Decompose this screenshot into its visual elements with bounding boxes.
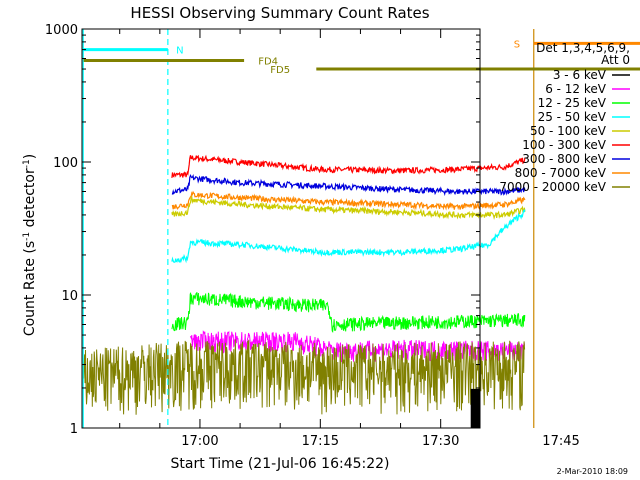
series-3-a xyxy=(171,195,526,220)
flag-label-0: N xyxy=(176,46,183,57)
flag-label-4: FD5 xyxy=(270,65,290,76)
legend-label-5: 100 - 300 keV xyxy=(522,138,606,152)
x-tick-label-1: 17:15 xyxy=(302,434,339,449)
x-axis-label: Start Time (21-Jul-06 16:45:22) xyxy=(170,456,389,472)
axes-frame xyxy=(81,28,481,429)
legend-title-line-2: Att 0 xyxy=(601,53,630,67)
y-tick-label-3: 1000 xyxy=(45,23,78,38)
y-tick-label-2: 100 xyxy=(53,156,78,171)
y-tick-label-0: 1 xyxy=(70,422,78,437)
series-4-a xyxy=(171,209,526,264)
y-axis-label-sup1: -1 xyxy=(22,232,32,241)
series-1-a xyxy=(171,173,526,197)
series-0-a xyxy=(171,154,526,178)
series-7-a xyxy=(83,339,526,415)
legend-label-1: 6 - 12 keV xyxy=(545,82,607,96)
series-5-a xyxy=(171,292,526,333)
x-tick-label-0: 17:00 xyxy=(181,434,218,449)
footer-timestamp: 2-Mar-2010 18:09 xyxy=(557,467,628,476)
series-2-a xyxy=(171,190,526,211)
legend-label-7: 800 - 7000 keV xyxy=(515,166,607,180)
x-tick-label-2: 17:30 xyxy=(422,434,459,449)
series-layer xyxy=(83,154,526,429)
x-tick-label-3: 17:45 xyxy=(542,434,579,449)
legend-label-4: 50 - 100 keV xyxy=(530,124,607,138)
y-axis-label-end: ) xyxy=(22,154,38,159)
flag-label-2: S xyxy=(514,39,520,50)
legend-label-3: 25 - 50 keV xyxy=(538,110,607,124)
y-axis-label-mid: detector xyxy=(22,168,38,232)
chart-title: HESSI Observing Summary Count Rates xyxy=(130,4,429,22)
legend-label-8: 7000 - 20000 keV xyxy=(499,180,606,194)
y-axis-label-main: Count Rate (s xyxy=(22,241,38,336)
legend-title-line-1: Det 1,3,4,5,6,9, xyxy=(536,41,630,55)
y-tick-label-1: 10 xyxy=(61,289,78,304)
flag-label-3: FD4 xyxy=(258,56,278,67)
legend-label-0: 3 - 6 keV xyxy=(553,68,607,82)
y-axis-label: Count Rate (s-1 detector-1) xyxy=(22,154,38,336)
legend-label-6: 300 - 800 keV xyxy=(522,152,606,166)
y-axis-label-sup2: -1 xyxy=(22,159,32,168)
series-8-a xyxy=(470,388,480,429)
legend-label-2: 12 - 25 keV xyxy=(538,96,607,110)
